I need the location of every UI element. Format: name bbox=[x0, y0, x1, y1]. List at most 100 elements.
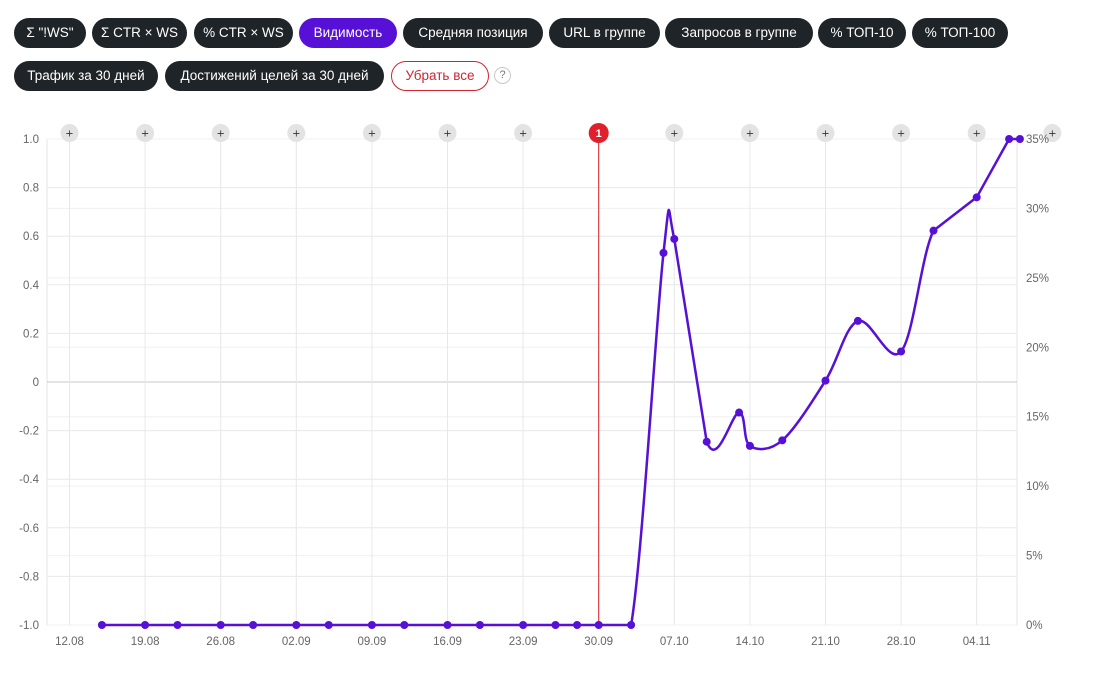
annotation-add-label: + bbox=[443, 129, 451, 140]
x-tick-label: 09.09 bbox=[358, 636, 387, 648]
data-point bbox=[670, 234, 679, 243]
data-point bbox=[594, 621, 603, 629]
annotation-add-icon bbox=[362, 124, 381, 142]
data-point bbox=[173, 621, 182, 629]
data-point bbox=[400, 621, 409, 629]
metric-button-9[interactable]: Трафик за 30 дней bbox=[14, 61, 158, 91]
x-tick-label: 30.09 bbox=[584, 636, 613, 648]
annotation-add-icon bbox=[287, 124, 306, 142]
annotation-add-icon bbox=[740, 124, 759, 142]
data-point bbox=[141, 621, 150, 629]
data-point bbox=[853, 316, 862, 325]
x-tick-label: 23.09 bbox=[509, 636, 538, 648]
y-left-tick-label: 0.4 bbox=[23, 280, 40, 292]
help-icon[interactable]: ? bbox=[494, 67, 511, 84]
data-point bbox=[778, 436, 787, 445]
x-tick-label: 07.10 bbox=[660, 636, 689, 648]
metric-button-4[interactable]: Средняя позиция bbox=[403, 18, 543, 48]
y-right-tick-label: 5% bbox=[1026, 551, 1043, 563]
data-point bbox=[1015, 135, 1024, 143]
annotation-add-icon bbox=[967, 124, 986, 142]
x-tick-label: 19.08 bbox=[131, 636, 160, 648]
y-left-tick-label: -0.6 bbox=[19, 523, 39, 535]
data-point bbox=[551, 621, 560, 629]
y-axis-left: 1.0 0.8 0.6 0.4 0.2 0 -0.2 -0.4 -0.6 -0.8 -1.0 bbox=[19, 134, 39, 632]
annotation-add-icon bbox=[60, 124, 79, 142]
data-point bbox=[659, 248, 668, 257]
data-point bbox=[735, 408, 744, 417]
x-tick-label: 04.11 bbox=[963, 636, 991, 648]
x-tick-label: 16.09 bbox=[433, 636, 462, 648]
data-point bbox=[443, 621, 452, 629]
data-point bbox=[475, 621, 484, 629]
y-right-tick-label: 10% bbox=[1026, 481, 1049, 493]
metric-button-1[interactable]: Σ CTR × WS bbox=[92, 18, 187, 48]
annotation-add-icon bbox=[438, 124, 457, 142]
data-point bbox=[367, 621, 376, 629]
data-point bbox=[745, 441, 754, 450]
metric-button-3[interactable]: Видимость bbox=[299, 18, 397, 48]
y-right-tick-label: 30% bbox=[1026, 203, 1049, 215]
annotation-add-label: + bbox=[1048, 129, 1056, 140]
annotation-add-label: + bbox=[141, 129, 149, 140]
y-left-tick-label: -0.2 bbox=[19, 426, 39, 438]
data-point bbox=[519, 621, 528, 629]
metric-button-7[interactable]: % ТОП-10 bbox=[818, 18, 906, 48]
data-point bbox=[897, 347, 906, 356]
series-visibility bbox=[97, 135, 1024, 629]
x-axis: 12.08 19.08 26.08 02.09 09.09 16.09 23.09 30.09… bbox=[55, 636, 991, 648]
data-point bbox=[97, 621, 106, 629]
annotation-add-label: + bbox=[746, 129, 754, 140]
y-left-tick-label: -0.8 bbox=[19, 571, 39, 583]
annotation-add-label: + bbox=[292, 129, 300, 140]
annotation-add-icon bbox=[816, 124, 835, 142]
metric-button-6[interactable]: Запросов в группе bbox=[665, 18, 813, 48]
y-right-tick-label: 25% bbox=[1026, 273, 1049, 285]
data-point bbox=[929, 226, 938, 235]
y-left-tick-label: 1.0 bbox=[23, 134, 39, 146]
y-right-tick-label: 15% bbox=[1026, 412, 1049, 424]
metric-button-5[interactable]: URL в группе bbox=[549, 18, 660, 48]
annotation-add-label: + bbox=[65, 129, 73, 140]
annotation-add-icon bbox=[1043, 124, 1062, 142]
annotation-add-label: + bbox=[973, 129, 981, 140]
annotation-add-icon bbox=[211, 124, 230, 142]
metric-button-8[interactable]: % ТОП-100 bbox=[912, 18, 1008, 48]
annotation-add-label: + bbox=[217, 129, 225, 140]
annotation-add-label: + bbox=[670, 129, 678, 140]
data-point bbox=[249, 621, 258, 629]
metric-button-0[interactable]: Σ "!WS" bbox=[14, 18, 86, 48]
data-point bbox=[627, 621, 636, 629]
y-right-tick-label: 20% bbox=[1026, 342, 1049, 354]
y-left-tick-label: 0.6 bbox=[23, 231, 39, 243]
data-point bbox=[972, 193, 981, 202]
y-left-tick-label: -0.4 bbox=[19, 474, 39, 486]
data-point bbox=[1005, 135, 1014, 143]
annotation-add-label: + bbox=[821, 129, 829, 140]
annotation-add-icon bbox=[514, 124, 533, 142]
data-point bbox=[324, 621, 333, 629]
series-line bbox=[101, 137, 1020, 627]
data-point bbox=[821, 376, 830, 385]
x-tick-label: 26.08 bbox=[206, 636, 235, 648]
x-tick-label: 21.10 bbox=[811, 636, 840, 648]
y-axis-right: 35% 30% 25% 20% 15% 10% 5% 0% bbox=[1026, 134, 1049, 632]
metric-button-10[interactable]: Достижений целей за 30 дней bbox=[165, 61, 384, 91]
y-right-tick-label: 0% bbox=[1026, 620, 1043, 632]
annotation-add-label: + bbox=[897, 129, 905, 140]
annotation-marker bbox=[588, 123, 609, 143]
metric-button-2[interactable]: % CTR × WS bbox=[194, 18, 293, 48]
data-point bbox=[702, 437, 711, 446]
x-tick-label: 12.08 bbox=[55, 636, 84, 648]
annotation-number: 1 bbox=[596, 128, 602, 140]
annotation-add-label: + bbox=[368, 129, 376, 140]
data-point bbox=[292, 621, 301, 629]
y-left-tick-label: 0 bbox=[33, 377, 39, 389]
x-tick-label: 14.10 bbox=[736, 636, 765, 648]
clear-all-button[interactable]: Убрать все bbox=[391, 61, 489, 91]
chart-grid bbox=[46, 138, 1018, 626]
y-left-tick-label: 0.2 bbox=[23, 328, 39, 340]
annotation-markers: + + + + + + + + + + + + +1 bbox=[60, 123, 1062, 625]
annotation-add-icon bbox=[136, 124, 155, 142]
